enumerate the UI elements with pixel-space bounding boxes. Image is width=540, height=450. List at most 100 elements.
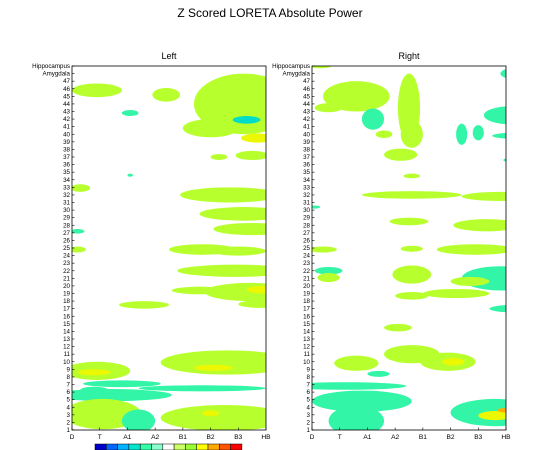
right-y-tick-label: 4 (307, 404, 311, 411)
right-y-tick-label: 30 (303, 207, 310, 214)
left-y-tick-label: 6 (67, 389, 71, 396)
right-y-tick-label: 38 (303, 146, 310, 153)
left-contour-blob (83, 380, 161, 388)
left-x-tick-label: T (98, 434, 102, 441)
right-contour-blob (312, 382, 407, 390)
left-y-tick-label: 17 (63, 306, 70, 313)
left-y-tick-label: 47 (63, 78, 70, 85)
left-contour-blob (160, 404, 266, 430)
left-contour-blob (72, 389, 172, 402)
right-contour-blob (312, 246, 337, 253)
color-scale-swatch (117, 443, 130, 450)
right-contour-blob (384, 323, 412, 332)
right-contour-blob (503, 158, 506, 162)
right-contour-blob (523, 403, 540, 411)
left-contour-blob (235, 150, 266, 161)
right-y-tick-label: 22 (303, 268, 310, 275)
color-scale-swatch (128, 443, 141, 450)
right-y-tick-label: 35 (303, 169, 310, 176)
right-contour-blob (389, 217, 429, 226)
left-y-tick-label: 32 (63, 192, 70, 199)
right-y-tick-label: 40 (303, 131, 310, 138)
right-y-tick-label: 36 (303, 162, 310, 169)
left-contour-blob (246, 285, 266, 294)
left-y-tick-label: 1 (67, 427, 71, 434)
left-y-tick-label: 33 (63, 184, 70, 191)
right-y-tick-label: 25 (303, 245, 310, 252)
left-contour-blob (177, 264, 266, 277)
right-y-tick-label: Amygdala (282, 71, 310, 78)
left-x-tick-label: B3 (234, 434, 242, 441)
left-y-tick-label: 39 (63, 139, 70, 146)
left-y-tick-label: 25 (63, 245, 70, 252)
right-contour-blob (472, 125, 484, 141)
left-y-tick-label: 11 (64, 351, 71, 358)
left-contour-blob (121, 109, 139, 117)
left-y-tick-label: 30 (63, 207, 70, 214)
left-contour-blob (119, 301, 169, 309)
right-y-tick-label: 42 (303, 116, 310, 123)
left-contour-blob (72, 229, 85, 234)
left-contour-blob (193, 364, 233, 371)
left-contour-blob (121, 409, 156, 430)
left-contour-blob (238, 300, 266, 308)
right-y-tick-label: 43 (303, 109, 310, 116)
left-y-tick-label: 12 (63, 344, 70, 351)
right-x-tick-label: T (338, 434, 342, 441)
left-y-tick-label: 46 (63, 86, 70, 93)
right-y-tick-label: 2 (307, 419, 311, 426)
left-y-tick-label: 15 (63, 321, 70, 328)
left-x-tick-label: B1 (179, 434, 187, 441)
left-y-tick-label: 23 (63, 260, 70, 267)
left-contour-blob (72, 184, 91, 192)
right-contour-blob (478, 411, 506, 421)
left-contour-blob (72, 246, 86, 253)
left-y-tick-label: 26 (63, 237, 70, 244)
left-y-tick-label: 21 (63, 275, 70, 282)
color-scale-swatch (230, 443, 243, 450)
right-contour-blob (323, 81, 390, 112)
left-contour-blob (213, 222, 266, 236)
right-x-tick-label: D (310, 434, 315, 441)
right-y-tick-label: Hippocampus (272, 63, 310, 70)
right-contour-blob (361, 108, 385, 130)
left-y-tick-label: 7 (67, 382, 71, 389)
right-y-tick-label: 6 (307, 389, 311, 396)
right-contour-blob (392, 265, 432, 284)
right-x-tick-label: A1 (363, 434, 371, 441)
left-y-tick-label: 22 (63, 268, 70, 275)
right-contour-blob (367, 370, 390, 377)
color-scale-swatch (162, 443, 175, 450)
right-contour-blob (450, 276, 490, 286)
right-contour-blob (403, 173, 421, 179)
right-y-tick-label: 29 (303, 215, 310, 222)
left-y-tick-label: 5 (67, 397, 71, 404)
left-y-tick-label: 19 (63, 291, 70, 298)
right-contour-blob (456, 123, 468, 145)
left-y-tick-label: 4 (67, 404, 71, 411)
left-y-tick-label: 37 (63, 154, 70, 161)
right-contour-blob (442, 357, 465, 366)
left-panel-title: Left (161, 51, 177, 61)
right-y-tick-label: 20 (303, 283, 310, 290)
right-contour-blob (497, 408, 506, 413)
color-scale-swatch (196, 443, 209, 450)
left-x-tick-label: A1 (123, 434, 131, 441)
right-y-tick-label: 26 (303, 237, 310, 244)
left-contour-blob (138, 385, 266, 392)
right-y-tick-label: 31 (303, 200, 310, 207)
right-y-tick-label: 12 (303, 344, 310, 351)
right-y-tick-label: 13 (303, 336, 310, 343)
left-contour-blob (232, 116, 261, 124)
right-y-tick-label: 39 (303, 139, 310, 146)
right-y-tick-label: 45 (303, 93, 310, 100)
right-contour-blob (436, 244, 506, 255)
left-contour-blob (160, 350, 266, 375)
right-y-tick-label: 37 (303, 154, 310, 161)
right-contour-blob (334, 355, 379, 371)
left-y-tick-label: 40 (63, 131, 70, 138)
left-x-tick-label: D (70, 434, 75, 441)
right-x-tick-label: A2 (391, 434, 399, 441)
left-y-tick-label: 14 (63, 328, 70, 335)
color-scale-swatch (185, 443, 197, 450)
